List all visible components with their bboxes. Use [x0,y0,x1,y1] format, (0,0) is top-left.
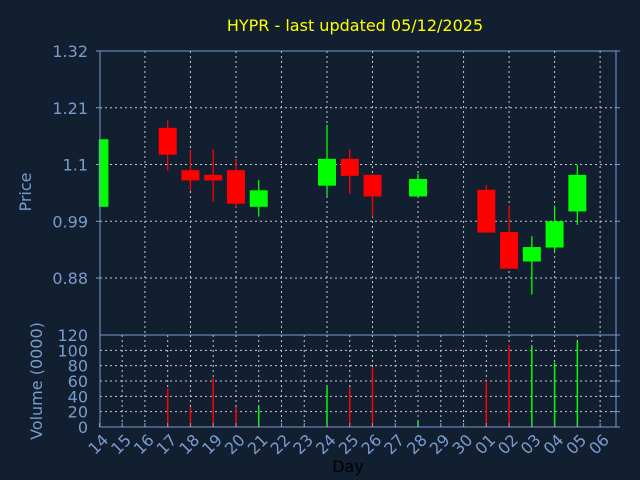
volume-tick-label: 0 [78,418,88,437]
candle-01 [477,185,496,233]
volume-axis-label: Volume (0000) [27,322,46,440]
candle-body [568,174,587,212]
candle-05 [568,165,587,225]
candle-26 [363,174,382,217]
candle-body [522,247,541,262]
volume-tick-label: 80 [68,357,88,376]
price-tick-label: 1.21 [52,99,88,118]
chart-title: HYPR - last updated 05/12/2025 [227,16,483,35]
price-tick-label: 1.32 [52,42,88,61]
candle-28 [409,173,428,197]
candle-04 [545,205,564,252]
candle-body [363,174,382,197]
volume-tick-label: 60 [68,372,88,391]
candle-body [545,221,564,248]
candle-14 [98,139,109,207]
candle-body [181,170,200,181]
candle-03 [522,236,541,295]
candle-body [100,139,109,207]
price-tick-label: 0.99 [52,212,88,231]
price-panel-frame [99,50,617,336]
price-axis-label: Price [16,172,35,211]
candle-body [158,127,177,155]
candle-24 [318,124,336,197]
price-tick-label: 0.88 [52,269,88,288]
price-tick-label: 1.1 [63,156,88,175]
candle-25 [340,149,359,194]
candle-body [226,170,245,204]
volume-tick-label: 40 [68,387,88,406]
volume-tick-label: 100 [57,341,88,360]
candle-body [318,158,336,186]
candle-body [477,189,496,233]
candle-20 [226,158,245,208]
candle-body [204,174,223,181]
volume-tick-label: 20 [68,403,88,422]
volume-tick-label: 120 [57,326,88,345]
candle-17 [158,120,177,171]
candle-19 [204,149,223,202]
day-tick-label: 06 [585,430,613,458]
candle-body [340,158,359,176]
candle-18 [181,150,200,191]
candle-02 [500,205,519,269]
candle-body [249,190,268,207]
candle-21 [249,179,268,217]
candle-body [409,178,428,197]
day-axis-label: Day [332,457,364,476]
volume-panel-frame [99,334,617,428]
candle-body [500,232,519,269]
